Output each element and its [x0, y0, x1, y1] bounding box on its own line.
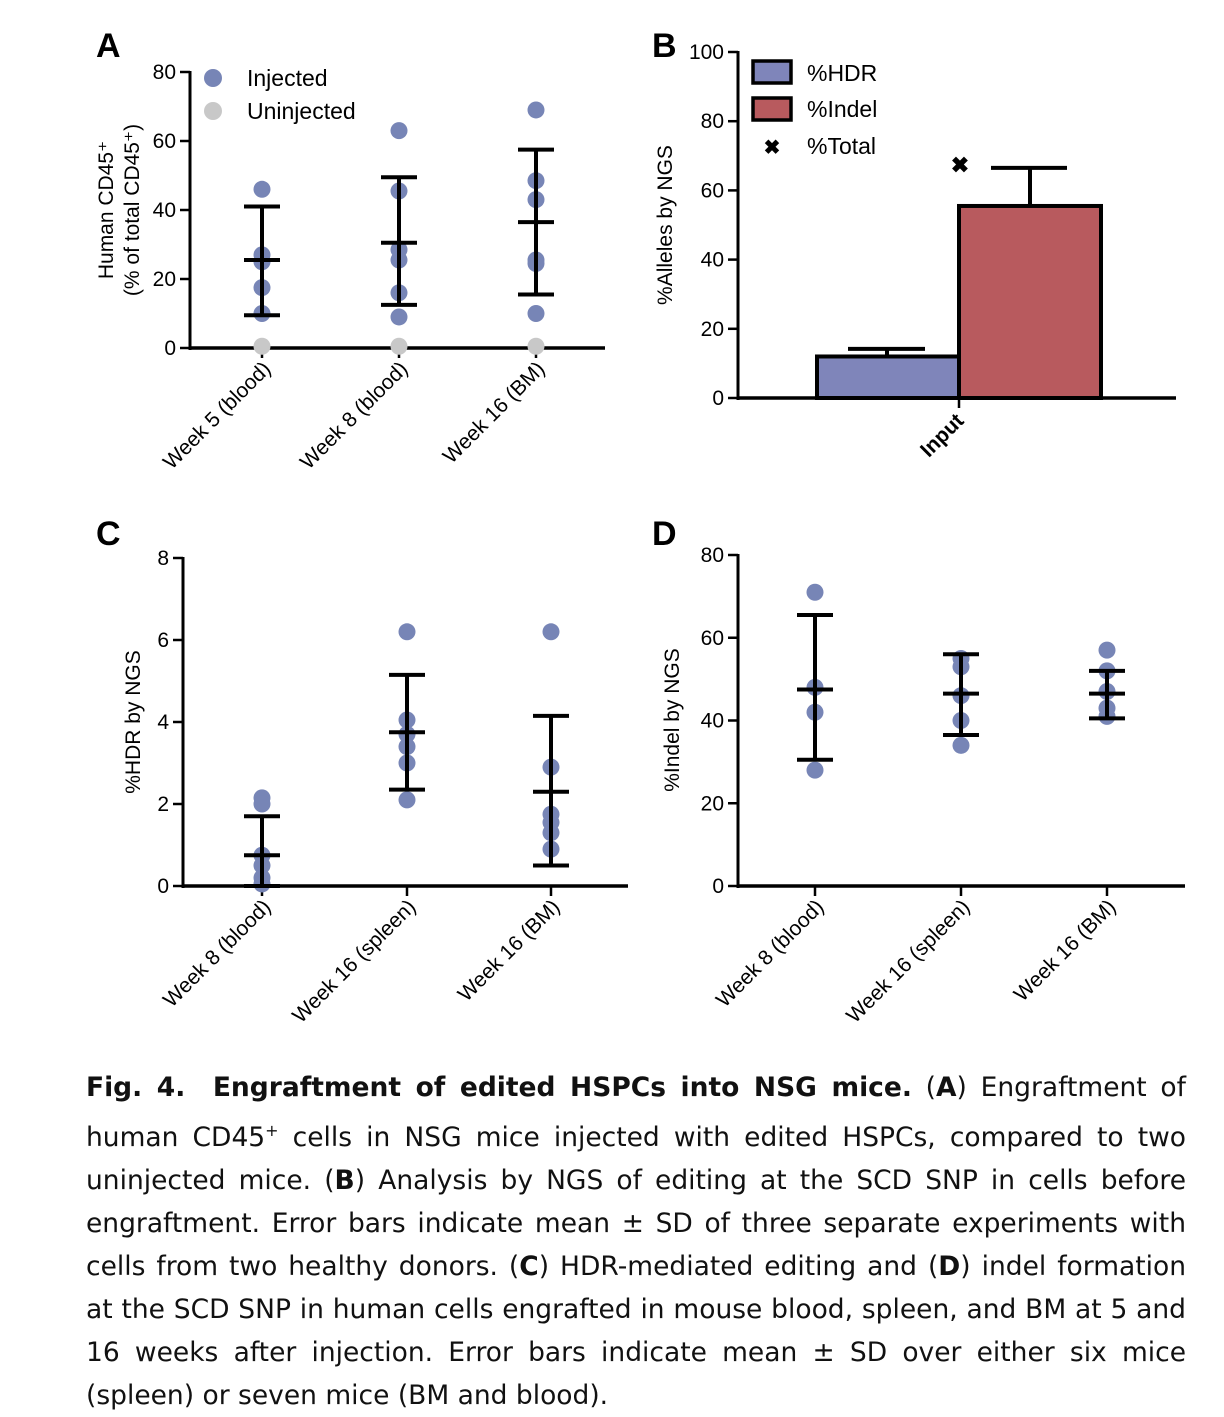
injected-point — [253, 180, 271, 198]
caption-d-label: D — [938, 1250, 961, 1282]
x-category-label: Week 16 (spleen) — [288, 895, 420, 1027]
injected-point — [527, 101, 545, 119]
injected-point — [527, 305, 545, 322]
uninjected-point — [253, 337, 271, 355]
y-tick-label: 20 — [701, 318, 724, 341]
x-category-label: Week 8 (blood) — [296, 357, 413, 474]
caption-superscript: + — [265, 1121, 279, 1140]
x-category-label: Week 16 (BM) — [454, 895, 565, 1006]
x-category-label: Week 16 (BM) — [1010, 895, 1121, 1006]
y-tick-label: 100 — [689, 41, 724, 64]
y-tick-label: 20 — [701, 792, 724, 815]
legend-swatch-hdr — [751, 59, 793, 85]
data-point — [806, 583, 824, 601]
legend-label-total: %Total — [807, 133, 876, 159]
x-category-label: Week 5 (blood) — [159, 357, 276, 474]
y-tick-label: 80 — [153, 61, 176, 84]
y-tick-label: 4 — [157, 711, 169, 734]
injected-point — [390, 122, 408, 140]
y-axis-title: %HDR by NGS — [122, 650, 145, 794]
uninjected-point — [527, 337, 545, 355]
y-tick-label: 0 — [712, 875, 724, 898]
legend-label-uninjected: Uninjected — [247, 98, 356, 124]
legend-label-hdr: %HDR — [807, 60, 877, 86]
legend-swatch-indel — [751, 96, 793, 122]
panel-letter: B — [652, 27, 677, 65]
panel-a: A 0 20 40 60 80 Week 5 (blood) Week 8 (blood) We… — [95, 27, 605, 474]
panel-c: C 0 2 4 6 8 Week 8 (blood) Week 16 (spleen) Week… — [96, 515, 628, 1028]
y-tick-label: 40 — [153, 199, 176, 222]
y-tick-label: 80 — [701, 110, 724, 133]
panel-letter: D — [652, 515, 677, 553]
y-axis-title-line-2: (% of total CD45⁺) — [121, 124, 144, 296]
y-tick-label: 0 — [157, 875, 169, 898]
legend-label-injected: Injected — [247, 65, 328, 91]
x-category-label: Week 8 (blood) — [712, 895, 829, 1012]
panel-d: D 0 20 40 60 80 Week 8 (blood) Week 16 (spleen)… — [652, 515, 1185, 1028]
y-tick-label: 60 — [701, 179, 724, 202]
y-tick-label: 80 — [701, 544, 724, 567]
injected-point — [390, 308, 408, 326]
data-point — [952, 736, 970, 754]
data-point — [1098, 641, 1116, 659]
y-tick-label: 60 — [701, 627, 724, 650]
caption-c-text: HDR-mediated editing and — [560, 1250, 917, 1282]
legend: Injected Uninjected — [204, 65, 356, 124]
x-category-label: Week 16 (spleen) — [842, 895, 974, 1027]
caption-a-label: A — [936, 1072, 957, 1103]
figure-caption: Fig. 4. Engraftment of edited HSPCs into… — [86, 1072, 1187, 1411]
y-tick-label: 0 — [712, 387, 724, 410]
y-tick-label: 60 — [153, 130, 176, 153]
panel-letter: A — [96, 27, 121, 65]
y-axis-title: %Indel by NGS — [661, 648, 684, 792]
uninjected-point — [390, 337, 408, 355]
caption-b-text: Analysis by NGS of editing at the SCD SN… — [86, 1164, 1186, 1282]
indel-bar — [957, 203, 1103, 400]
y-tick-label: 20 — [153, 268, 176, 291]
y-axis-title: %Alleles by NGS — [654, 145, 677, 305]
legend-marker-injected — [204, 69, 222, 87]
data-point — [542, 623, 560, 641]
caption-title: Engraftment of edited HSPCs into NSG mic… — [212, 1072, 912, 1103]
panel-b: B 0 20 40 60 80 100 %Alleles by NGS Input ✖ %HDR %I… — [652, 27, 1176, 462]
caption-c-label: C — [519, 1250, 539, 1282]
legend-label-indel: %Indel — [807, 96, 877, 122]
legend-marker-uninjected — [204, 102, 222, 120]
data-point — [253, 795, 271, 813]
legend: %HDR %Indel ✖ %Total — [751, 59, 877, 159]
y-tick-label: 40 — [701, 710, 724, 733]
x-category-label: Week 16 (BM) — [439, 357, 550, 468]
data-point — [398, 791, 416, 809]
y-tick-label: 6 — [157, 629, 169, 652]
y-axis-title: Human CD45⁺ — [95, 141, 118, 279]
caption-fig-label: Fig. 4. — [86, 1072, 186, 1103]
y-tick-label: 40 — [701, 249, 724, 272]
y-tick-label: 2 — [157, 793, 169, 816]
caption-a-text: Engraftment of human CD45 — [86, 1072, 1186, 1153]
total-marker: ✖ — [951, 152, 969, 177]
hdr-bar — [815, 354, 961, 401]
x-category-label: Input — [916, 409, 969, 462]
caption-b-label: B — [334, 1164, 355, 1196]
legend-marker-total: ✖ — [764, 137, 781, 159]
data-point — [398, 623, 416, 641]
panel-letter: C — [96, 515, 121, 553]
y-tick-label: 0 — [164, 337, 176, 360]
y-tick-label: 8 — [157, 547, 169, 570]
caption-a-text-2: cells in NSG mice injected with edited H… — [86, 1121, 1186, 1196]
data-point — [806, 761, 824, 779]
x-category-label: Week 8 (blood) — [159, 895, 276, 1012]
